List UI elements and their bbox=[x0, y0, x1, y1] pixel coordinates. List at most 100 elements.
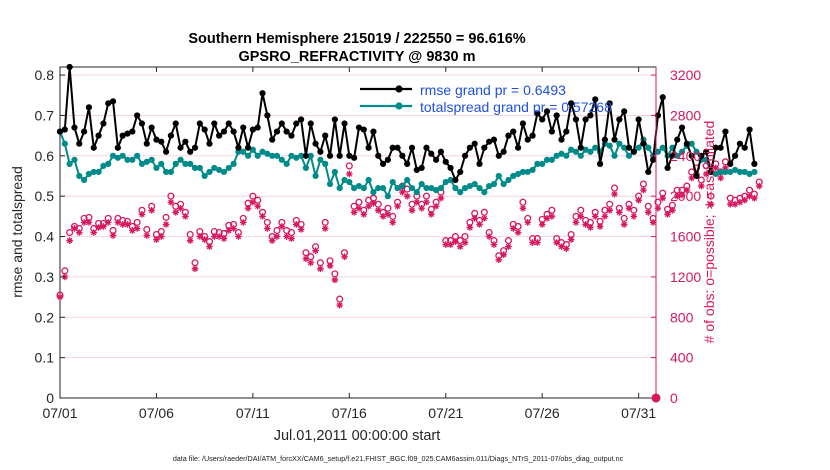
rmse-point bbox=[650, 156, 657, 163]
totalspread-point bbox=[572, 148, 580, 155]
rmse-point bbox=[269, 136, 276, 143]
x-tick-label: 07/01 bbox=[42, 405, 77, 421]
rmse-point bbox=[722, 128, 729, 135]
obs-assimilated-marker bbox=[191, 265, 199, 273]
obs-assimilated-marker bbox=[124, 221, 131, 228]
rmse-point bbox=[423, 144, 430, 151]
obs-assimilated-marker bbox=[389, 219, 397, 226]
rmse-point bbox=[621, 108, 628, 115]
obs-possible-marker bbox=[707, 192, 715, 200]
rmse-point bbox=[563, 128, 570, 135]
obs-assimilated-marker bbox=[100, 223, 107, 230]
totalspread-point bbox=[428, 184, 435, 192]
y-tick-left-label: 0.8 bbox=[35, 67, 55, 83]
totalspread-point bbox=[543, 156, 551, 163]
rmse-point bbox=[568, 100, 575, 107]
rmse-point bbox=[129, 128, 136, 135]
rmse-point bbox=[283, 128, 290, 135]
rmse-point bbox=[490, 136, 498, 143]
obs-assimilated-marker bbox=[558, 243, 565, 250]
obs-assimilated-marker bbox=[644, 209, 652, 216]
totalspread-point bbox=[375, 184, 382, 192]
chart-title-line2: GPSRO_REFRACTIVITY @ 9830 m bbox=[238, 49, 475, 65]
rmse-point bbox=[182, 138, 189, 145]
obs-assimilated-marker bbox=[403, 192, 411, 200]
totalspread-point bbox=[553, 152, 560, 159]
totalspread-point bbox=[722, 168, 729, 176]
rmse-point bbox=[553, 112, 560, 119]
obs-assimilated-marker bbox=[418, 204, 425, 212]
obs-assimilated-marker bbox=[461, 239, 469, 246]
rmse-point bbox=[259, 90, 266, 97]
totalspread-point bbox=[331, 168, 338, 176]
rmse-point bbox=[162, 148, 170, 155]
rmse-point bbox=[379, 160, 387, 167]
rmse-point bbox=[302, 152, 310, 159]
rmse-point bbox=[187, 148, 194, 155]
totalspread-point bbox=[119, 152, 126, 159]
totalspread-point bbox=[370, 189, 377, 196]
rmse-point bbox=[596, 160, 604, 167]
obs-assimilated-marker bbox=[133, 225, 141, 232]
rmse-point bbox=[741, 144, 748, 151]
totalspread-point bbox=[187, 160, 194, 167]
totalspread-point bbox=[688, 140, 695, 147]
rmse-point bbox=[254, 124, 261, 131]
totalspread-point bbox=[659, 144, 666, 151]
y-tick-left-label: 0.6 bbox=[35, 148, 55, 164]
totalspread-point bbox=[298, 152, 305, 159]
obs-assimilated-marker bbox=[341, 253, 348, 261]
rmse-point bbox=[433, 156, 440, 163]
obs-assimilated-marker bbox=[119, 221, 126, 228]
rmse-point bbox=[664, 164, 671, 172]
totalspread-point bbox=[109, 152, 117, 159]
obs-assimilated-marker bbox=[80, 219, 88, 226]
totalspread-point bbox=[182, 160, 189, 167]
obs-assimilated-marker bbox=[365, 202, 372, 210]
obs-assimilated-marker bbox=[182, 213, 189, 220]
rmse-point bbox=[601, 136, 608, 143]
totalspread-point bbox=[129, 156, 136, 163]
rmse-point bbox=[413, 166, 420, 174]
rmse-point bbox=[326, 152, 334, 159]
obs-assimilated-marker bbox=[442, 241, 450, 248]
obs-assimilated-marker bbox=[471, 215, 478, 222]
obs-assimilated-marker bbox=[611, 190, 618, 198]
totalspread-point bbox=[712, 170, 719, 178]
obs-assimilated-marker bbox=[302, 255, 310, 263]
totalspread-point bbox=[611, 152, 618, 159]
obs-assimilated-marker bbox=[206, 243, 213, 250]
y-tick-right-label: 400 bbox=[670, 350, 694, 366]
obs-assimilated-marker bbox=[350, 209, 358, 216]
y-tick-right-label: 1200 bbox=[670, 269, 701, 285]
obs-assimilated-marker bbox=[370, 199, 377, 207]
rmse-point bbox=[404, 160, 411, 167]
obs-assimilated-marker bbox=[143, 232, 151, 239]
obs-assimilated-marker bbox=[114, 219, 122, 226]
rmse-point bbox=[322, 132, 329, 139]
obs-assimilated-marker bbox=[153, 236, 160, 243]
y-tick-right-label: 2000 bbox=[670, 188, 701, 204]
footer-data-file: data file: /Users/raeder/DAI/ATM_forcXX/… bbox=[173, 454, 624, 463]
totalspread-point bbox=[389, 178, 396, 186]
obs-assimilated-marker bbox=[751, 194, 758, 202]
obs-assimilated-marker bbox=[278, 223, 286, 230]
totalspread-point bbox=[206, 168, 213, 176]
totalspread-point bbox=[741, 168, 748, 176]
totalspread-point bbox=[519, 168, 527, 176]
obs-assimilated-marker bbox=[196, 233, 204, 240]
obs-assimilated-marker bbox=[712, 164, 720, 172]
rmse-point bbox=[678, 124, 686, 131]
totalspread-point bbox=[148, 156, 155, 163]
obs-assimilated-marker bbox=[659, 194, 667, 202]
totalspread-point bbox=[408, 184, 416, 192]
rmse-point bbox=[640, 140, 647, 147]
obs-assimilated-marker bbox=[548, 213, 556, 220]
obs-possible-marker bbox=[345, 162, 353, 170]
totalspread-point bbox=[230, 160, 237, 167]
rmse-point bbox=[76, 140, 83, 147]
obs-assimilated-marker bbox=[413, 198, 421, 206]
obs-assimilated-marker bbox=[577, 213, 585, 220]
totalspread-point bbox=[95, 168, 102, 176]
